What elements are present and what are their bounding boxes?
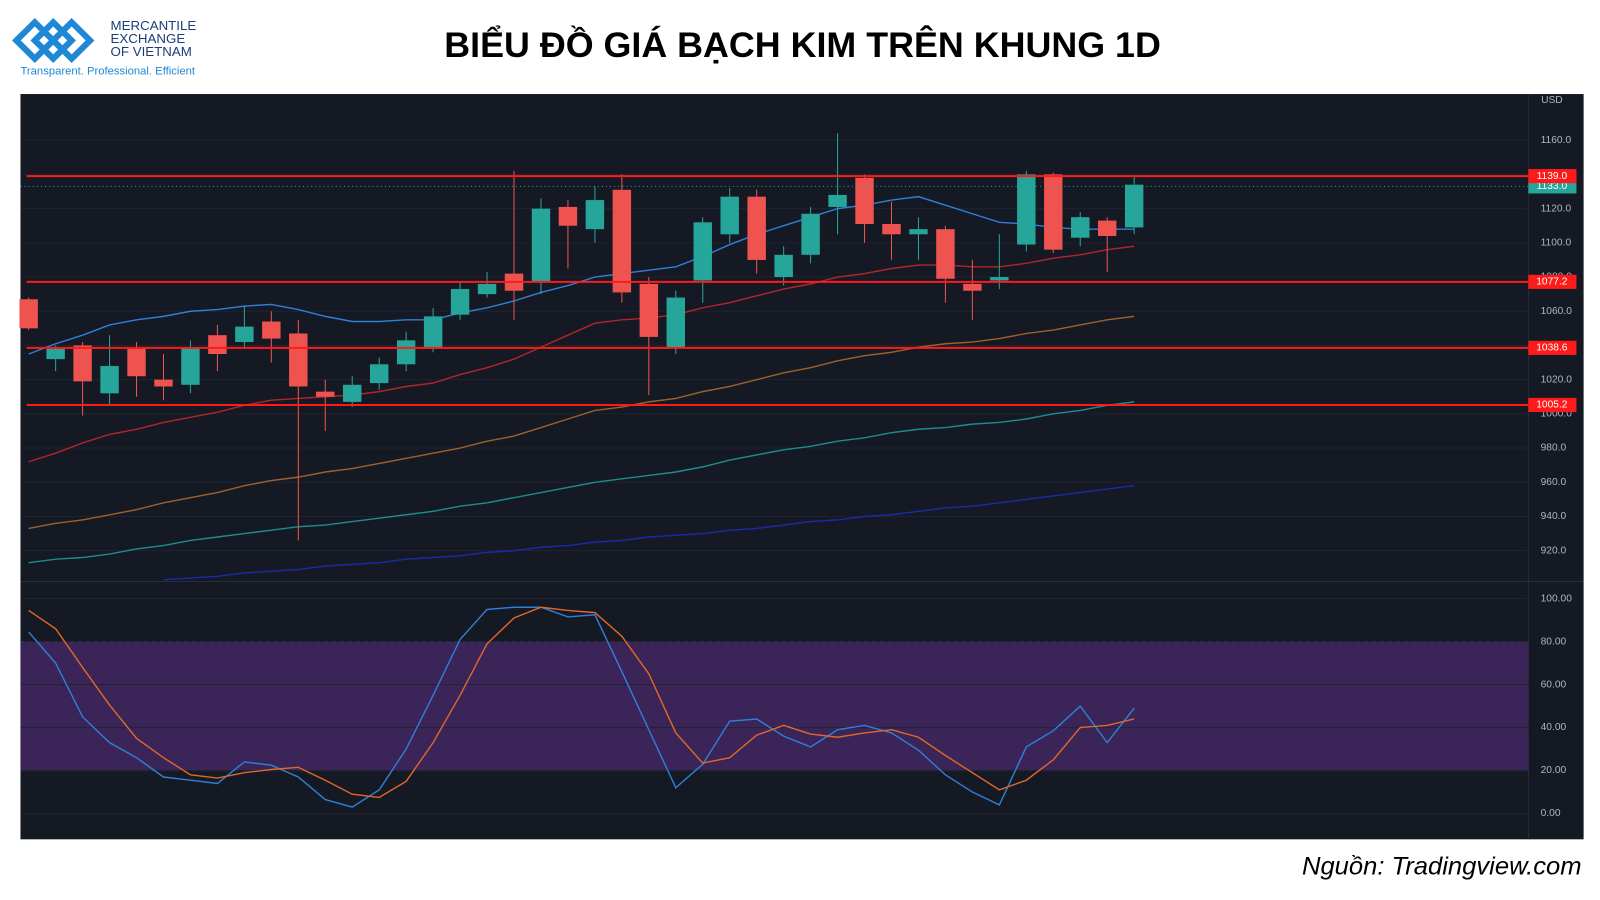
source: Nguồn: Tradingview.com [1302, 852, 1582, 880]
candle-body [585, 200, 605, 230]
candle-body [720, 196, 739, 235]
candle-body [154, 379, 173, 387]
candle-body [1124, 184, 1144, 228]
y-tick-label: 960.0 [1541, 477, 1567, 488]
candle-body [909, 229, 928, 235]
title: BIỂU ĐỒ GIÁ BẠCH KIM TRÊN KHUNG 1D [444, 25, 1161, 65]
candle-body [73, 345, 92, 382]
candle-body [828, 194, 847, 207]
candle-body [801, 213, 820, 255]
line-series [28, 401, 1135, 564]
y-tick-label: 1160.0 [1541, 135, 1572, 146]
logo: MERCANTILE EXCHANGE OF VIETNAM Transpare… [12, 17, 197, 78]
y-tick-label: 1120.0 [1541, 203, 1572, 214]
candle-body [208, 335, 227, 354]
level-label: 1077.2 [1536, 277, 1568, 288]
level-box [1528, 274, 1577, 289]
candle-body [1071, 217, 1090, 238]
candle-body [262, 321, 281, 339]
logo-name: EXCHANGE [111, 31, 186, 46]
plot: 920.0940.0960.0980.01000.01020.01040.010… [19, 133, 1577, 819]
candle-body [450, 289, 470, 315]
level-label: 1005.2 [1536, 400, 1568, 411]
y-tick-label: 100.00 [1541, 593, 1573, 604]
candle-body [423, 316, 443, 349]
logo-icon [12, 17, 95, 63]
y-tick-label: 920.0 [1541, 545, 1567, 556]
level-label: 1038.6 [1536, 343, 1568, 354]
y-tick-label: 1100.0 [1541, 238, 1572, 249]
candle-body [1044, 174, 1063, 250]
candle-body [990, 277, 1009, 281]
candle-body [558, 206, 578, 226]
y-tick-label: 20.00 [1541, 765, 1567, 776]
y-tick-label: 80.00 [1541, 636, 1567, 647]
level-label: 1139.0 [1537, 171, 1568, 182]
candle-body [855, 177, 874, 225]
candle-body [747, 196, 766, 260]
logo-name: MERCANTILE [111, 18, 197, 33]
candle-body [19, 299, 38, 329]
candle-body [316, 391, 335, 397]
y-tick-label: 40.00 [1541, 722, 1567, 733]
candle-body [666, 297, 686, 348]
candle-body [882, 224, 901, 235]
last-price-label: 1133.0 [1537, 181, 1568, 192]
candle-body [1097, 220, 1117, 236]
candle-body [369, 364, 389, 384]
candle-body [289, 333, 308, 387]
line-series [28, 606, 1135, 799]
candle-body [477, 283, 497, 295]
candle-body [127, 348, 146, 377]
line-series [163, 484, 1135, 581]
band [20, 641, 1529, 771]
candle-body [1017, 174, 1036, 245]
level-box [1528, 340, 1577, 355]
y-tick-label: 0.00 [1541, 808, 1561, 819]
candle-body [343, 384, 362, 402]
y-tick-label: 1020.0 [1541, 374, 1573, 385]
candle-body [100, 365, 119, 394]
level-box [1528, 169, 1577, 184]
logo-tagline: Transparent. Professional. Efficient [20, 66, 195, 78]
candle-body [181, 347, 200, 385]
y-tick-label: 1000.0 [1541, 409, 1573, 420]
currency-label: USD [1541, 95, 1563, 106]
candle-body [46, 348, 65, 360]
candle-body [963, 283, 982, 291]
candle-body [612, 189, 632, 293]
y-tick-label: 980.0 [1541, 443, 1567, 454]
candle-body [693, 222, 712, 281]
candle-body [936, 229, 955, 279]
line-series [28, 606, 1135, 808]
candle-body [396, 340, 416, 365]
candle-body [639, 283, 659, 337]
y-tick-label: 940.0 [1541, 511, 1567, 522]
candle-body [235, 326, 254, 343]
y-tick-label: 60.00 [1541, 679, 1567, 690]
y-tick-label: 1060.0 [1541, 306, 1573, 317]
line-series [28, 315, 1135, 530]
logo-name: OF VIETNAM [111, 44, 192, 59]
candle-body [774, 254, 793, 278]
candle-body [531, 208, 551, 283]
level-box [1528, 397, 1577, 413]
